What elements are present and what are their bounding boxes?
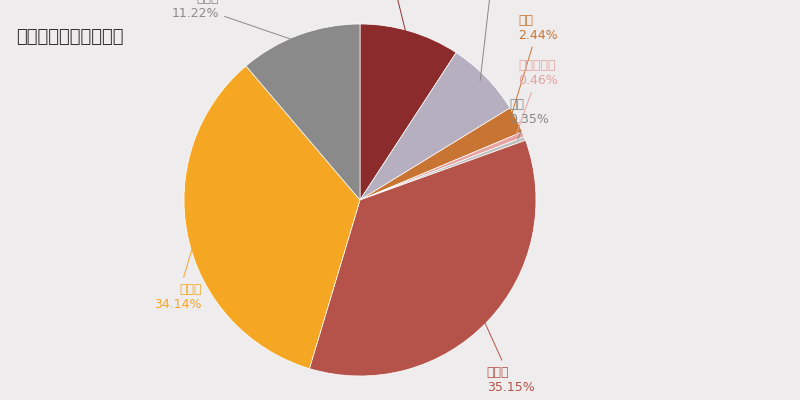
Wedge shape bbox=[360, 132, 524, 200]
Text: 硫酸
0.35%: 硫酸 0.35% bbox=[510, 98, 550, 139]
Wedge shape bbox=[310, 140, 536, 376]
Text: 其他
2.44%: 其他 2.44% bbox=[510, 14, 558, 121]
Text: 报告期各业务收入占比: 报告期各业务收入占比 bbox=[16, 28, 123, 46]
Wedge shape bbox=[184, 66, 360, 368]
Text: 钼金属
9.2%: 钼金属 9.2% bbox=[366, 0, 407, 37]
Text: 电解铜
34.14%: 电解铜 34.14% bbox=[154, 237, 202, 311]
Text: 钼化工
11.22%: 钼化工 11.22% bbox=[172, 0, 300, 42]
Wedge shape bbox=[360, 108, 522, 200]
Text: 高硫精矿粉
0.46%: 高硫精矿粉 0.46% bbox=[516, 59, 558, 135]
Wedge shape bbox=[360, 52, 510, 200]
Wedge shape bbox=[360, 137, 526, 200]
Wedge shape bbox=[360, 24, 456, 200]
Text: 铝锭
7.04%: 铝锭 7.04% bbox=[474, 0, 514, 81]
Text: 钼炉料
35.15%: 钼炉料 35.15% bbox=[482, 318, 534, 394]
Wedge shape bbox=[246, 24, 360, 200]
